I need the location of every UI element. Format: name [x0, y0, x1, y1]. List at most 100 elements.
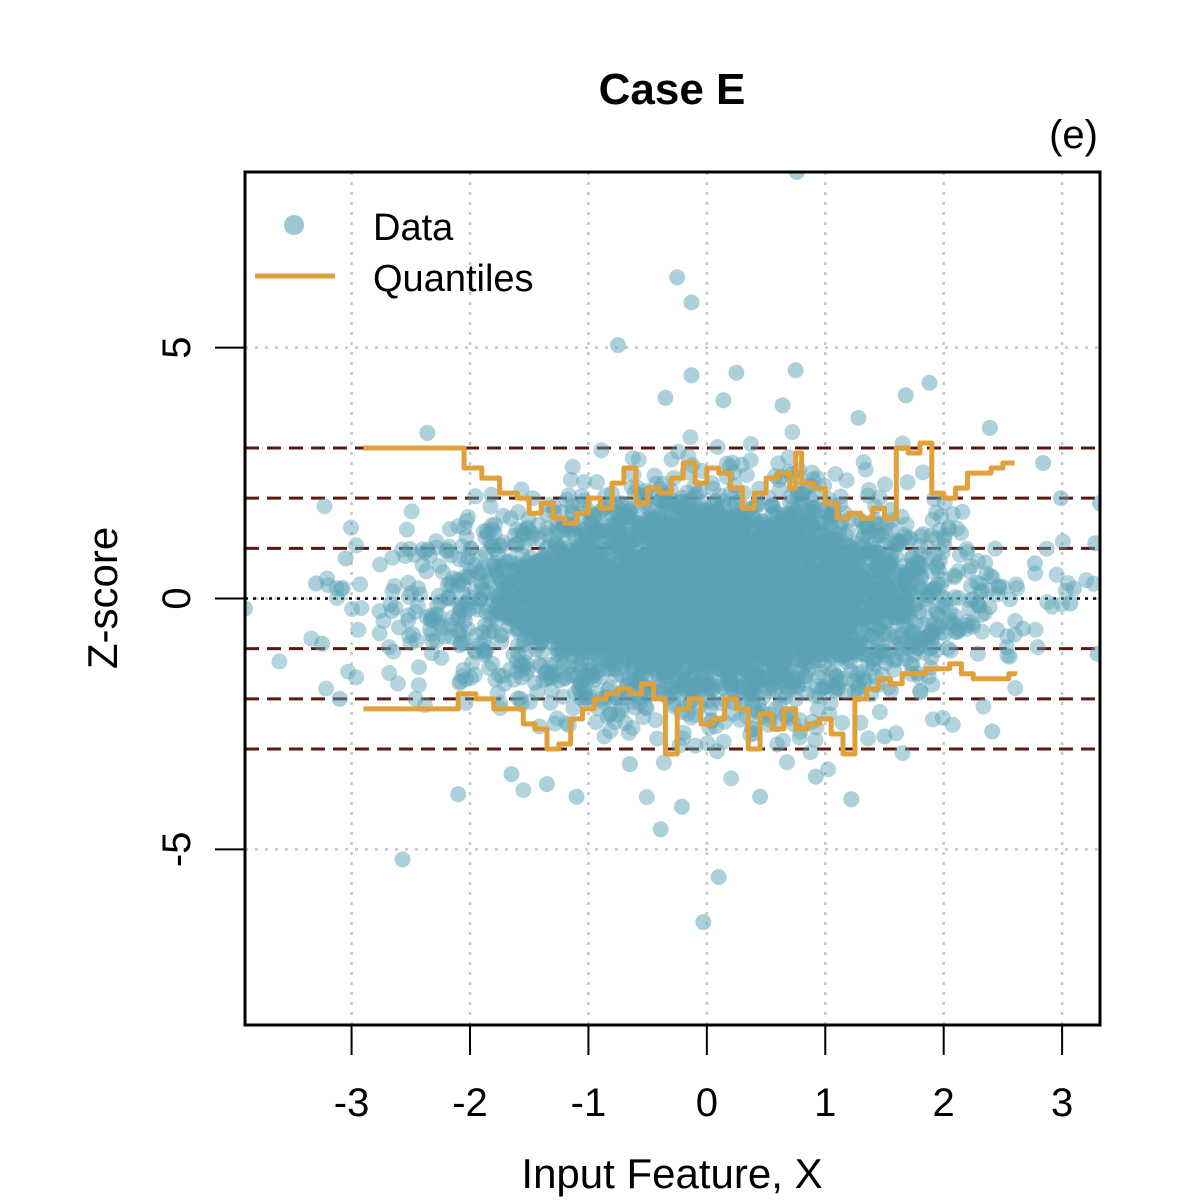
data-point: [802, 744, 819, 761]
data-point: [634, 636, 651, 653]
data-point: [814, 613, 830, 630]
data-point: [888, 536, 905, 553]
data-point: [798, 620, 814, 637]
data-point: [733, 593, 750, 610]
data-point: [650, 665, 667, 682]
data-point: [765, 554, 782, 571]
data-point: [776, 565, 793, 582]
data-point: [868, 589, 884, 606]
data-point: [704, 603, 721, 619]
data-point: [793, 599, 809, 616]
data-point: [784, 571, 801, 588]
data-point: [774, 686, 791, 703]
data-point: [697, 609, 714, 626]
data-point: [706, 495, 723, 512]
data-point: [628, 618, 645, 635]
data-point: [816, 570, 833, 587]
data-point: [521, 608, 538, 625]
data-point: [738, 553, 755, 570]
data-point: [953, 525, 969, 542]
data-point: [570, 657, 587, 674]
data-point: [865, 587, 882, 604]
data-point: [638, 700, 655, 717]
data-point: [823, 648, 840, 665]
data-point: [630, 515, 647, 531]
data-point: [841, 641, 858, 658]
data-point: [597, 603, 614, 620]
data-point: [681, 540, 698, 557]
data-point: [589, 629, 606, 646]
data-point: [509, 623, 526, 640]
data-point: [891, 534, 908, 551]
data-point: [382, 596, 399, 613]
data-point: [655, 620, 672, 637]
data-point: [647, 598, 664, 615]
data-point: [934, 544, 951, 561]
data-point: [684, 523, 701, 540]
data-point: [639, 634, 656, 651]
data-point: [537, 540, 554, 557]
data-point: [786, 580, 803, 597]
data-point: [516, 592, 533, 609]
data-point: [825, 664, 842, 680]
data-point: [761, 594, 778, 611]
data-point: [553, 604, 569, 621]
data-point: [790, 544, 807, 561]
data-point: [609, 587, 626, 604]
data-point: [699, 674, 716, 690]
data-point: [656, 578, 673, 594]
data-point: [709, 536, 726, 553]
data-point: [519, 567, 536, 584]
data-point: [636, 615, 653, 632]
data-point: [726, 582, 743, 599]
data-point: [542, 555, 559, 572]
data-point: [644, 514, 660, 530]
data-point: [800, 580, 817, 597]
data-point: [877, 524, 894, 541]
data-point: [760, 569, 777, 586]
data-point: [689, 614, 706, 631]
data-point: [534, 633, 551, 650]
data-point: [812, 624, 829, 641]
data-point: [573, 488, 590, 505]
data-point: [731, 679, 748, 696]
data-point: [381, 665, 398, 681]
data-point: [602, 655, 619, 672]
data-point: [763, 631, 779, 648]
data-point: [479, 640, 496, 657]
data-point: [847, 603, 864, 620]
data-point: [552, 635, 569, 652]
data-point: [638, 518, 655, 535]
data-point: [619, 636, 636, 653]
data-point: [690, 542, 707, 559]
data-point: [624, 632, 641, 649]
data-point: [595, 561, 612, 578]
data-point: [619, 534, 636, 550]
data-point: [582, 630, 599, 647]
data-point: [577, 585, 594, 601]
data-point: [519, 661, 536, 678]
data-point: [727, 571, 744, 588]
data-point: [843, 567, 860, 584]
data-point: [516, 618, 533, 635]
data-point: [836, 641, 853, 658]
data-point: [765, 524, 782, 541]
data-point: [636, 599, 652, 616]
data-point: [789, 507, 806, 524]
data-point: [975, 698, 992, 715]
data-point: [684, 577, 701, 594]
data-point: [431, 557, 448, 574]
data-point: [617, 497, 634, 513]
data-point: [703, 694, 720, 711]
data-point: [738, 674, 755, 691]
data-point: [534, 626, 551, 643]
data-point: [650, 508, 667, 524]
data-point: [468, 627, 485, 644]
data-point: [784, 581, 801, 598]
data-point: [711, 627, 728, 643]
data-point: [731, 626, 748, 643]
data-point: [647, 547, 664, 564]
data-point: [475, 624, 491, 641]
data-point: [633, 660, 650, 677]
data-point: [690, 557, 707, 574]
